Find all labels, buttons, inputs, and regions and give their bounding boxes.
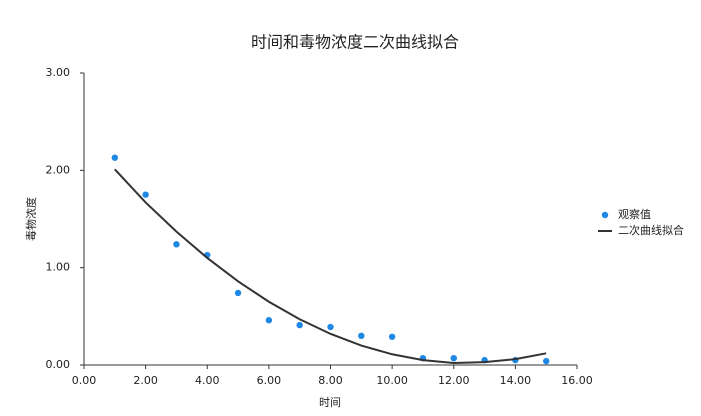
legend-label: 二次曲线拟合	[618, 223, 684, 237]
point	[327, 323, 334, 331]
x-tick-label: 2.00	[133, 374, 158, 387]
x-tick-label: 4.00	[195, 374, 220, 387]
point	[142, 191, 149, 198]
y-tick-label: 1.00	[46, 261, 71, 274]
point	[265, 317, 273, 324]
fit-line	[114, 168, 547, 365]
legend-marker	[601, 211, 609, 219]
point	[450, 354, 457, 362]
legend-label: 观察值	[618, 207, 651, 221]
y-tick-label: 2.00	[46, 163, 71, 176]
x-tick-label: 6.00	[257, 374, 282, 387]
y-tick-label: 3.00	[46, 66, 71, 79]
point	[388, 333, 396, 340]
point	[296, 321, 303, 329]
point	[234, 289, 242, 297]
point	[111, 154, 119, 161]
x-tick-label: 16.00	[561, 374, 593, 387]
point	[542, 357, 550, 365]
point	[173, 241, 180, 248]
x-axis-label: 时间	[319, 396, 341, 409]
y-axis-label: 毒物浓度	[24, 197, 38, 241]
chart-title: 时间和毒物浓度二次曲线拟合	[251, 33, 459, 52]
x-tick-label: 0.00	[72, 374, 97, 387]
x-tick-label: 14.00	[500, 374, 532, 387]
x-tick-label: 10.00	[376, 374, 408, 387]
y-tick-label: 0.00	[46, 358, 71, 371]
x-tick-label: 12.00	[438, 374, 470, 387]
point	[358, 332, 365, 339]
x-tick-label: 8.00	[318, 374, 343, 387]
